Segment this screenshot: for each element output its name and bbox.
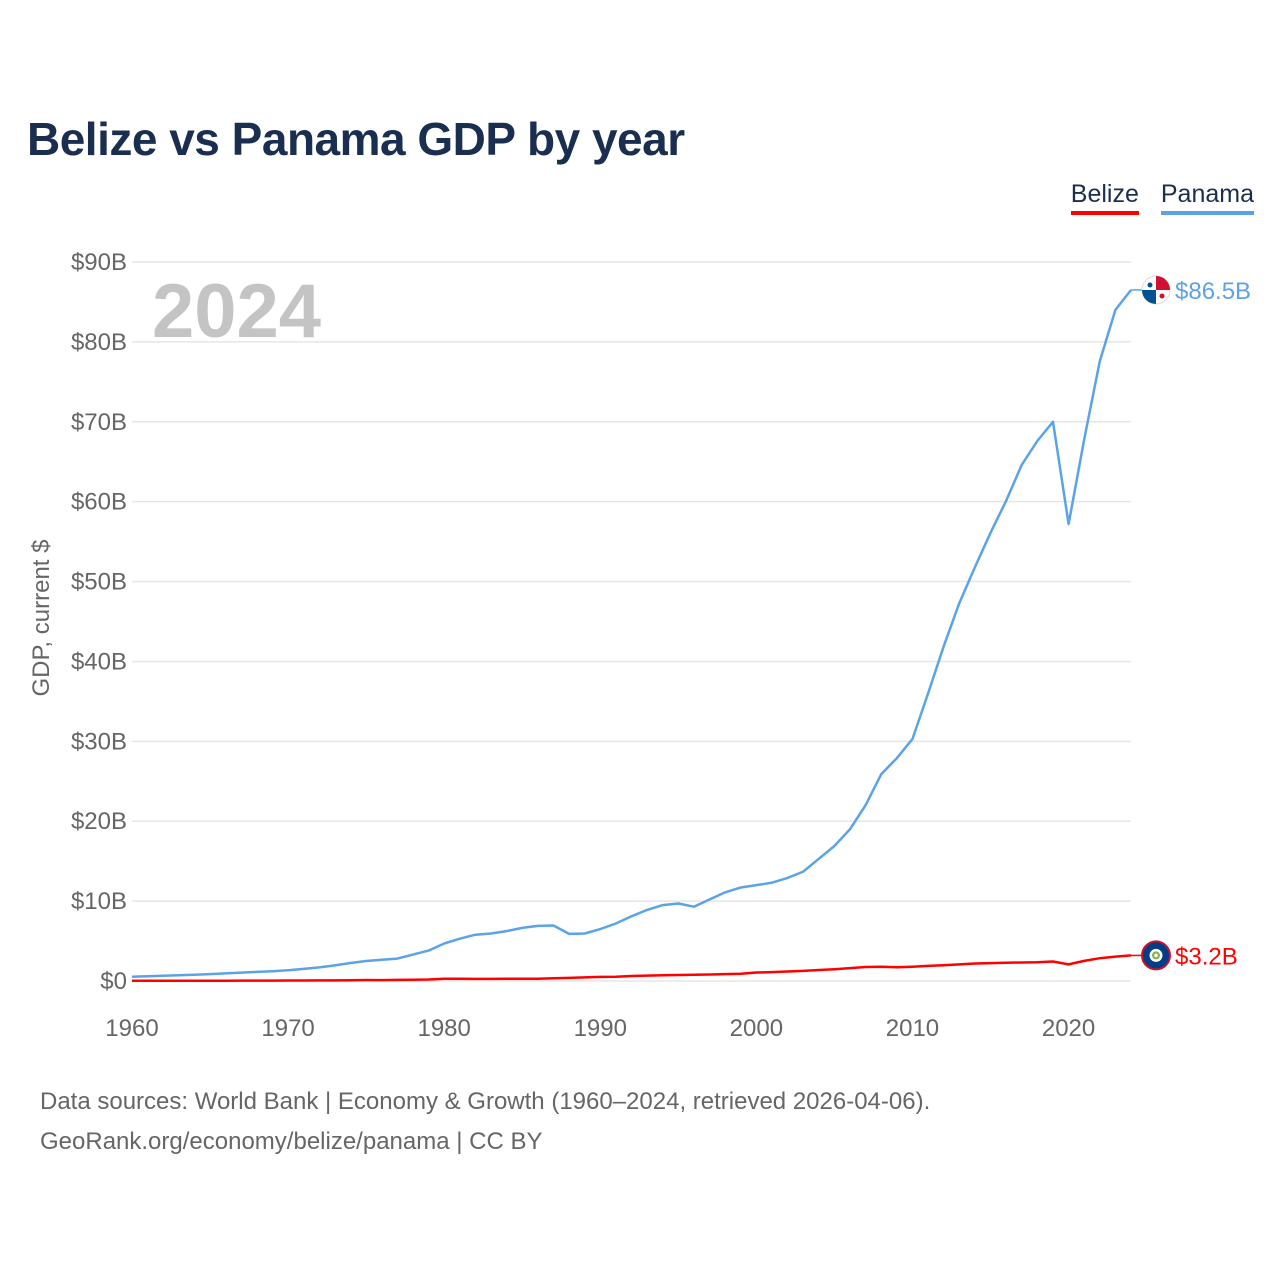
x-tick-label: 1990: [574, 1015, 627, 1042]
y-tick-label: $40B: [71, 648, 127, 675]
y-tick-label: $90B: [71, 249, 127, 276]
y-tick-label: $80B: [71, 329, 127, 356]
y-tick-label: $30B: [71, 728, 127, 755]
x-axis-ticks: 1960 1970 1980 1990 2000 2010 2020: [105, 1015, 1095, 1042]
chart-title: Belize vs Panama GDP by year: [27, 113, 685, 165]
series-line-panama: [131, 289, 1132, 978]
gridlines: [132, 261, 1131, 982]
y-tick-label: $10B: [71, 888, 127, 915]
y-tick-label: $0: [100, 968, 127, 995]
x-tick-label: 1980: [417, 1015, 470, 1042]
y-tick-label: $20B: [71, 808, 127, 835]
end-label-belize: $3.2B: [1175, 943, 1238, 970]
series-lines: [131, 289, 1132, 983]
source-note: Data sources: World Bank | Economy & Gro…: [40, 1082, 930, 1162]
y-axis-ticks: $0 $10B $20B $30B $40B $50B $60B $70B $80B $90B: [71, 249, 127, 995]
end-markers: $86.5B $3.2B: [1131, 275, 1251, 971]
x-tick-label: 2010: [886, 1015, 939, 1042]
x-tick-label: 1970: [261, 1015, 314, 1042]
x-tick-label: 1960: [105, 1015, 158, 1042]
flag-belize-icon: [1141, 940, 1171, 971]
y-tick-label: $60B: [71, 489, 127, 516]
x-tick-label: 2000: [730, 1015, 783, 1042]
series-line-belize: [132, 954, 1132, 983]
source-line-1: Data sources: World Bank | Economy & Gro…: [40, 1088, 931, 1115]
end-label-panama: $86.5B: [1175, 278, 1251, 305]
source-line-2[interactable]: GeoRank.org/economy/belize/panama | CC B…: [40, 1128, 543, 1155]
y-tick-label: $50B: [71, 569, 127, 596]
year-watermark: 2024: [152, 269, 322, 354]
y-tick-label: $70B: [71, 409, 127, 436]
flag-panama-icon: [1141, 275, 1171, 305]
legend-item-panama[interactable]: Panama: [1160, 180, 1254, 215]
legend: Belize Panama: [1070, 180, 1254, 215]
legend-item-belize[interactable]: Belize: [1070, 180, 1139, 215]
x-tick-label: 2020: [1042, 1015, 1095, 1042]
